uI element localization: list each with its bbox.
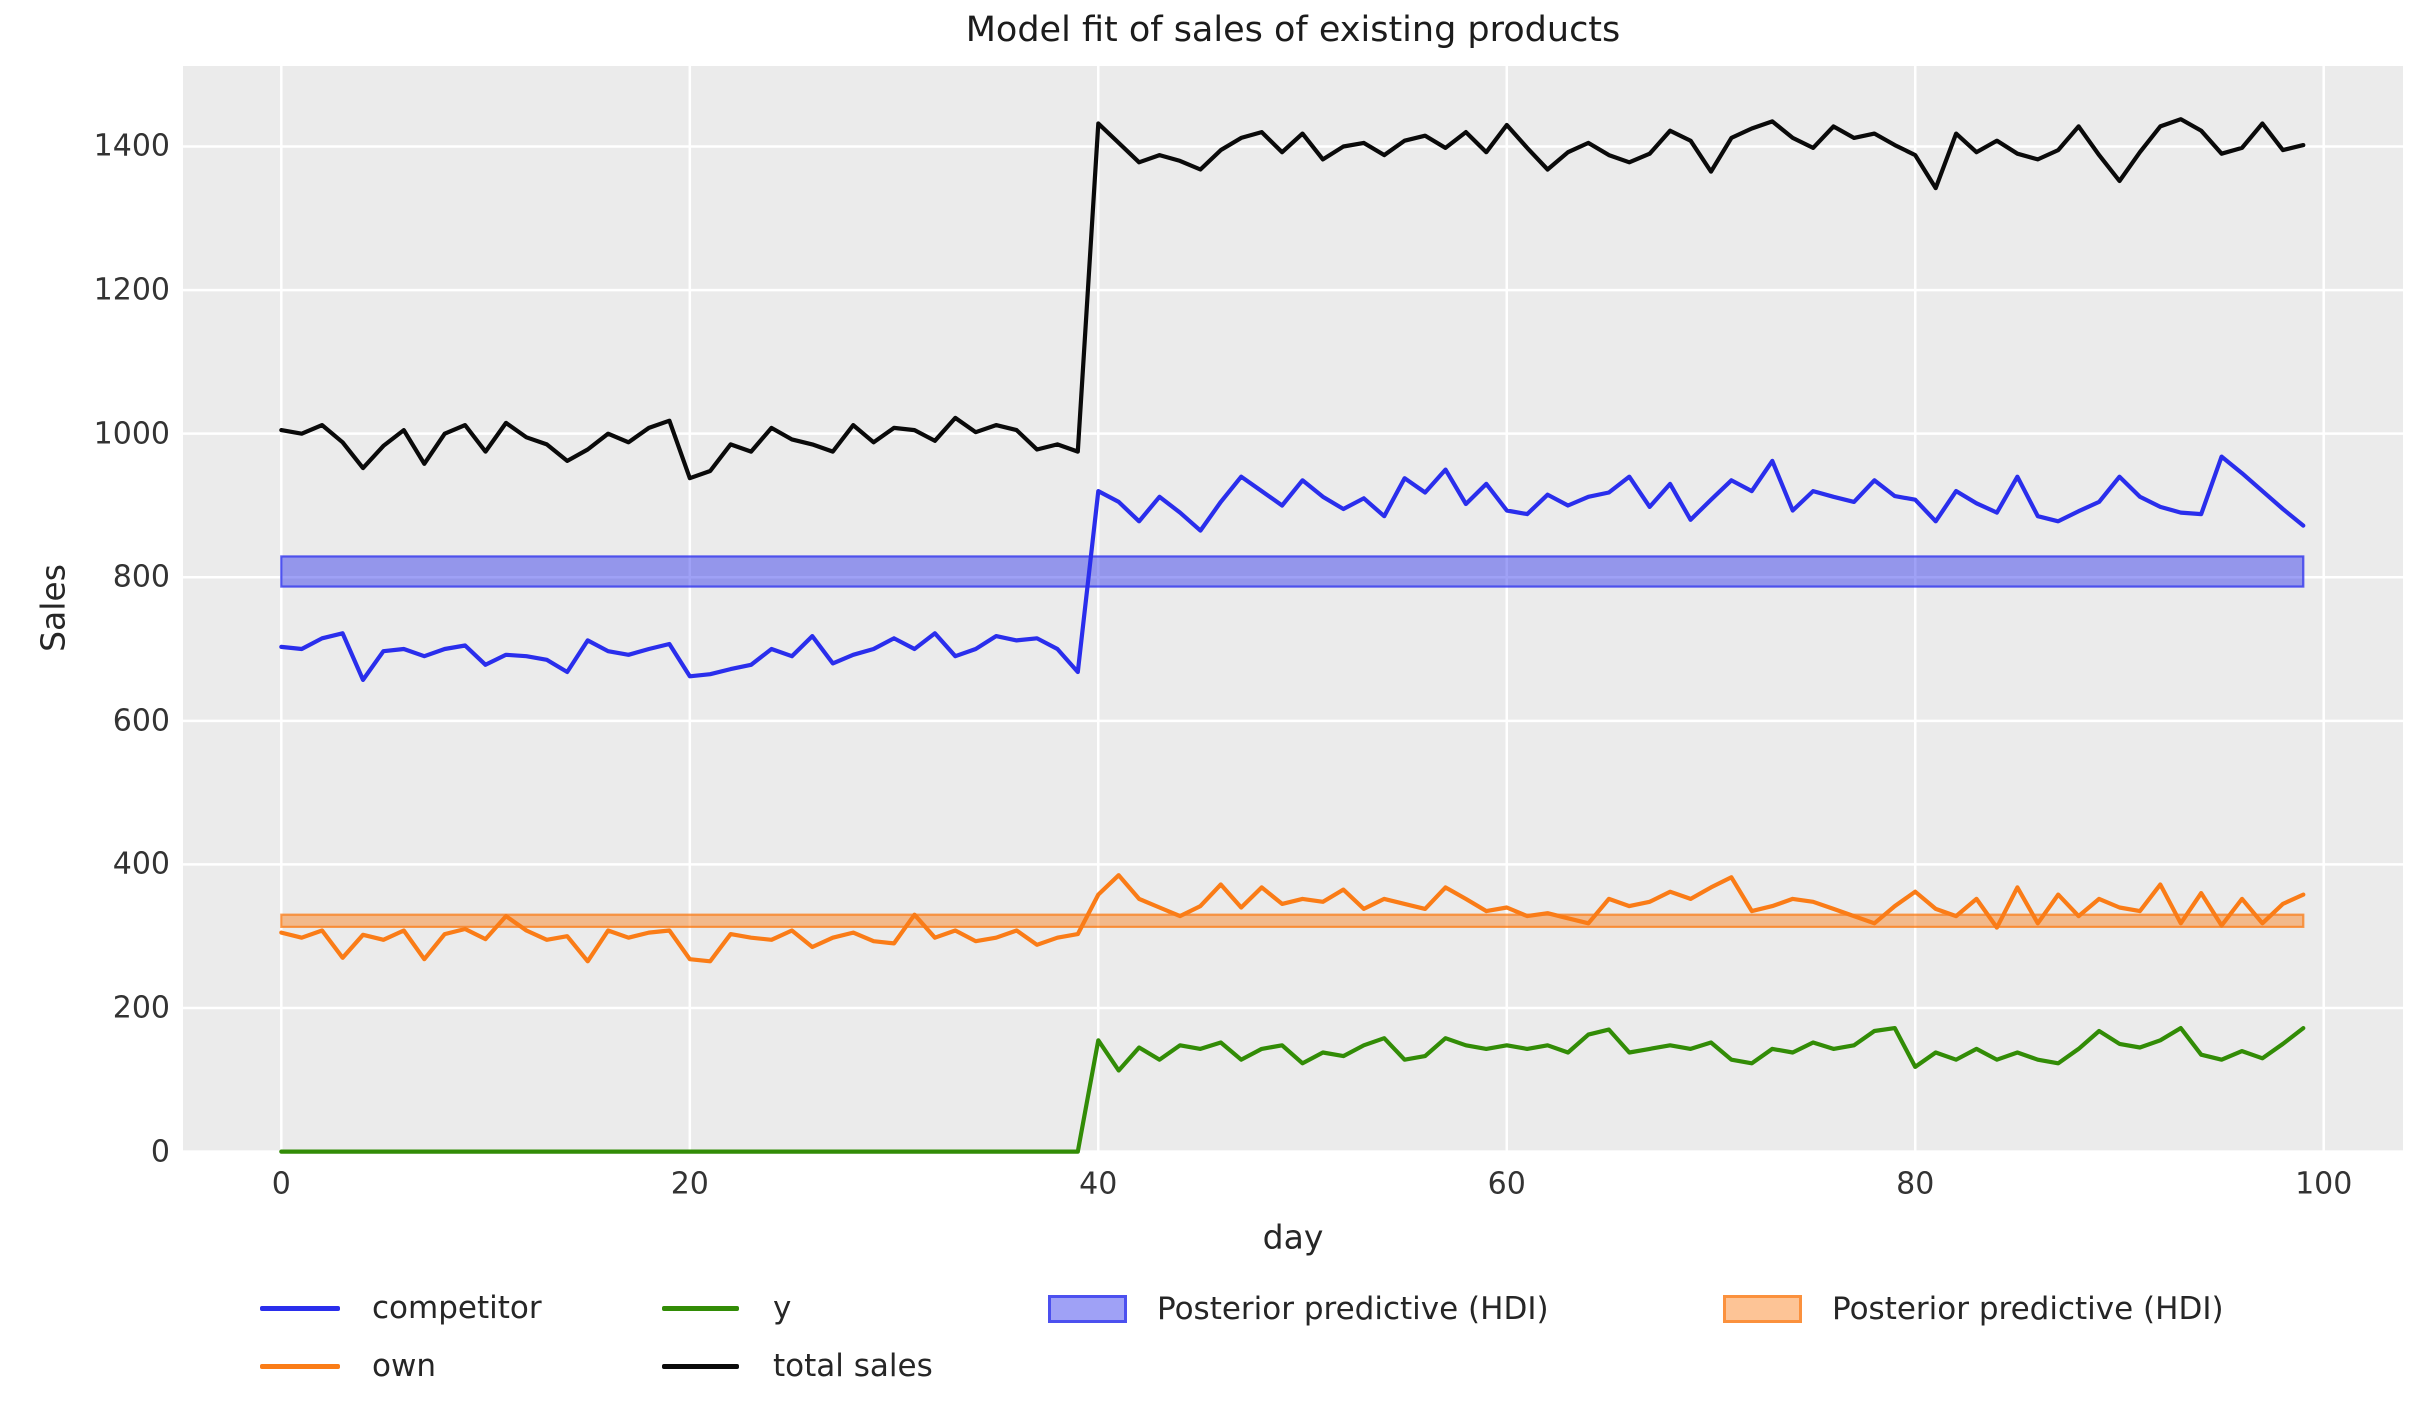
plot-area (183, 66, 2403, 1153)
x-tick-label: 100 (2295, 1166, 2353, 1202)
hdi-band-competitor (280, 555, 2305, 588)
y-tick-label: 0 (150, 1134, 170, 1170)
x-tick-label: 20 (670, 1166, 709, 1202)
legend-label: Posterior predictive (HDI) (1157, 1291, 1549, 1327)
x-tick-label: 0 (271, 1166, 291, 1202)
x-axis-label: day (1262, 1217, 1324, 1257)
legend-label: total sales (773, 1348, 933, 1384)
x-tick-label: 60 (1487, 1166, 1526, 1202)
legend-item-own: own (260, 1348, 436, 1384)
legend-line-swatch-total-sales (662, 1363, 739, 1369)
legend-item-total-sales: total sales (662, 1348, 933, 1384)
y-tick-label: 1200 (93, 272, 170, 308)
legend-item-posterior-predictive-hdi-orange: Posterior predictive (HDI) (1723, 1291, 2224, 1327)
hdi-band-own (280, 913, 2305, 928)
legend-label: y (773, 1290, 792, 1326)
legend-patch-swatch-hdi-blue (1048, 1295, 1127, 1323)
x-tick-label: 80 (1896, 1166, 1935, 1202)
series-line-total-sales (279, 117, 2306, 481)
gridlines (183, 66, 2403, 1153)
x-tick-label: 40 (1079, 1166, 1118, 1202)
y-tick-label: 1000 (93, 416, 170, 452)
legend-item-competitor: competitor (260, 1290, 542, 1326)
legend-item-y: y (662, 1290, 791, 1326)
chart-title: Model fit of sales of existing products (965, 10, 1621, 50)
series-line-own (279, 873, 2306, 964)
series-line-y (279, 1025, 2306, 1154)
y-tick-label: 800 (112, 559, 170, 595)
y-axis-label: Sales (33, 564, 73, 652)
y-tick-label: 400 (112, 846, 170, 882)
legend-label: own (372, 1348, 436, 1384)
legend-patch-swatch-hdi-orange (1723, 1295, 1802, 1323)
legend-label: Posterior predictive (HDI) (1832, 1291, 2224, 1327)
y-tick-label: 600 (112, 703, 170, 739)
y-tick-label: 1400 (93, 128, 170, 164)
legend-line-swatch-competitor (260, 1305, 340, 1311)
legend-item-posterior-predictive-hdi-blue: Posterior predictive (HDI) (1048, 1291, 1549, 1327)
series-line-competitor (279, 454, 2306, 683)
legend-line-swatch-own (260, 1363, 340, 1369)
y-tick-label: 200 (112, 990, 170, 1026)
legend-line-swatch-y (662, 1305, 739, 1311)
legend-label: competitor (372, 1290, 542, 1326)
